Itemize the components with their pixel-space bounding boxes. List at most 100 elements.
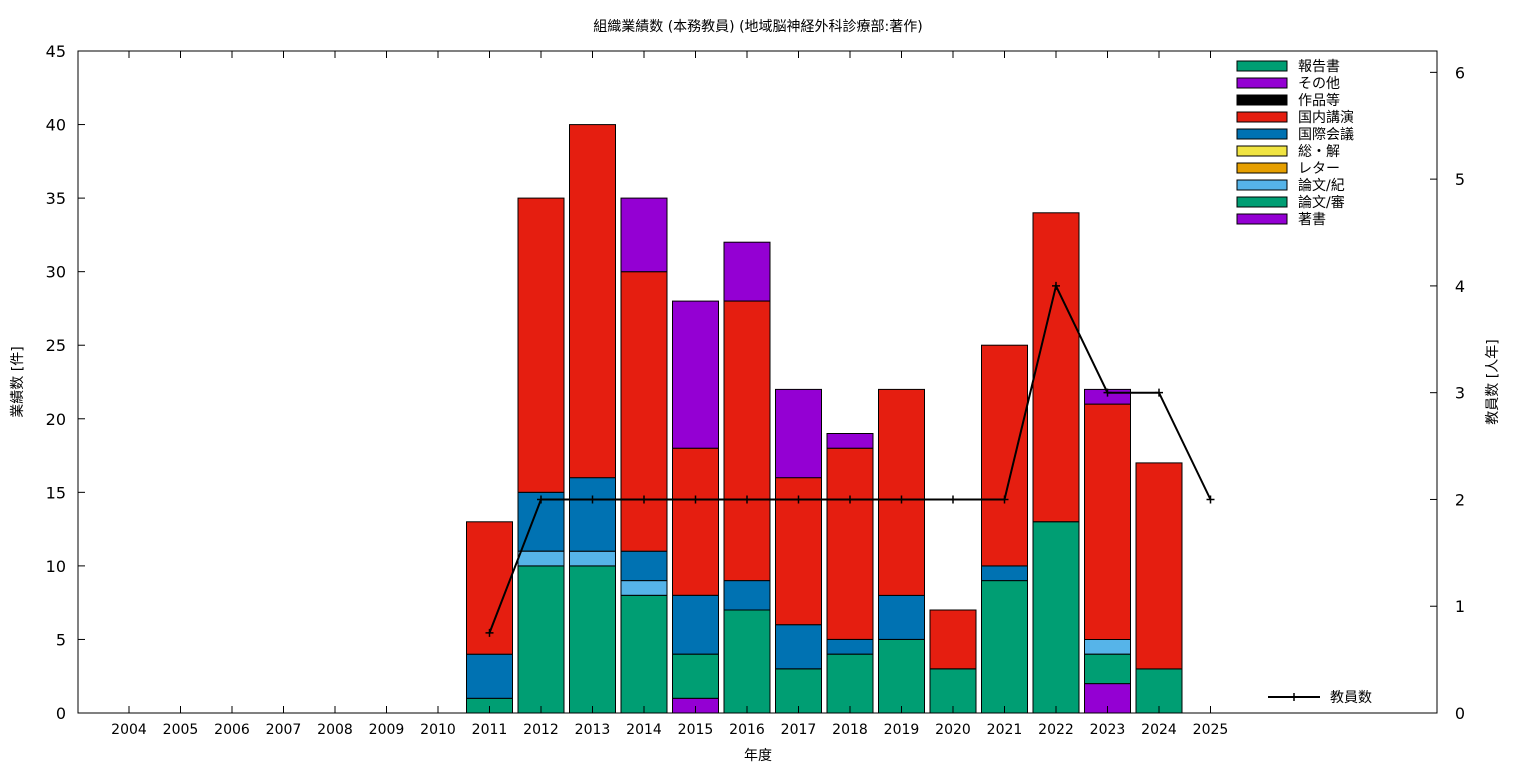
right-axis: 0 1 2 3 4 5 6 xyxy=(1430,63,1465,723)
legend-swatch xyxy=(1236,111,1288,123)
y-tick-label: 30 xyxy=(46,263,66,282)
legend-swatch xyxy=(1236,179,1288,191)
x-tick-label: 2021 xyxy=(987,722,1023,738)
chart-title: 組織業績数 (本務教員) (地域脳神経外科診療部:著作) xyxy=(593,18,922,35)
x-tick-label: 2008 xyxy=(317,722,353,738)
bar-segment xyxy=(672,653,719,699)
bar-segment xyxy=(878,638,925,714)
y-tick-label: 0 xyxy=(56,704,66,723)
y-tick-label: 15 xyxy=(46,483,66,502)
y-tick-label: 40 xyxy=(46,116,66,135)
y2-tick-label: 2 xyxy=(1455,490,1465,509)
bar-segment xyxy=(981,565,1028,582)
y2-tick-label: 4 xyxy=(1455,277,1465,296)
x-axis: 2004 2005 2006 2007 2008 2009 2010 2011 2012 2013… xyxy=(111,51,1228,738)
y-tick-label: 45 xyxy=(46,42,66,61)
legend-swatch xyxy=(1236,162,1288,174)
legend-swatch xyxy=(1236,213,1288,225)
legend-label: 報告書 xyxy=(1298,59,1340,75)
bar-segment xyxy=(620,271,668,552)
y-tick-label: 20 xyxy=(46,410,66,429)
bar-segment xyxy=(929,668,977,714)
x-tick-label: 2011 xyxy=(472,722,508,738)
bar-segment xyxy=(929,609,977,670)
x-tick-label: 2012 xyxy=(523,722,559,738)
bar-segment xyxy=(672,447,719,596)
line-point xyxy=(1052,281,1060,290)
x-tick-label: 2007 xyxy=(266,722,302,738)
bar-segment xyxy=(569,124,616,479)
y2-tick-label: 1 xyxy=(1455,597,1465,616)
x-tick-label: 2005 xyxy=(163,722,199,738)
x-tick-label: 2018 xyxy=(832,722,868,738)
legend-label: 国際会議 xyxy=(1298,126,1354,143)
line-point xyxy=(588,495,597,504)
y-tick-label: 25 xyxy=(46,336,66,355)
bar-segment xyxy=(569,477,616,552)
bar-segment xyxy=(1084,403,1131,640)
x-tick-label: 2017 xyxy=(781,722,817,738)
bar-segment xyxy=(826,653,874,714)
bar-segment xyxy=(775,624,822,670)
legend-label: レター xyxy=(1298,161,1340,177)
y2-tick-label: 0 xyxy=(1455,704,1465,723)
legend-swatch xyxy=(1236,196,1288,208)
bar-segment xyxy=(569,565,616,714)
x-tick-label: 2010 xyxy=(420,722,456,738)
line-point xyxy=(1155,388,1163,397)
x-tick-label: 2009 xyxy=(369,722,405,738)
x-tick-label: 2022 xyxy=(1038,722,1074,738)
line-layer xyxy=(485,281,1215,637)
y-tick-label: 5 xyxy=(56,630,66,649)
y2-tick-label: 5 xyxy=(1455,170,1465,189)
legend-swatch xyxy=(1236,128,1288,140)
legend-swatch xyxy=(1236,94,1288,106)
bar-segment xyxy=(723,241,771,302)
bar-segment xyxy=(981,344,1028,567)
bar-segment xyxy=(672,300,719,449)
legend-label: 国内講演 xyxy=(1298,110,1354,126)
line-point xyxy=(691,495,700,504)
bar-segment xyxy=(672,594,719,655)
legend-swatch xyxy=(1236,60,1288,72)
legend-label: 著書 xyxy=(1298,212,1326,228)
y2-axis-label: 教員数 [人年] xyxy=(1485,339,1501,424)
bar-segment xyxy=(466,653,513,699)
x-tick-label: 2013 xyxy=(575,722,611,738)
left-axis: 0 5 10 15 20 25 30 35 40 45 xyxy=(46,42,85,723)
x-tick-label: 2014 xyxy=(626,722,662,738)
bar-segment xyxy=(517,565,565,714)
bar-segment xyxy=(620,580,668,596)
bar-segment xyxy=(826,433,874,449)
x-tick-label: 2016 xyxy=(729,722,765,738)
legend-label: その他 xyxy=(1298,76,1340,92)
line-legend-label: 教員数 xyxy=(1330,690,1372,706)
line-point xyxy=(743,495,751,504)
x-tick-label: 2020 xyxy=(935,722,971,738)
legend-label: 論文/紀 xyxy=(1298,178,1345,194)
bar-segment xyxy=(723,580,771,611)
bar-segment xyxy=(1135,462,1183,670)
bar-segment xyxy=(723,300,771,582)
bar-segment xyxy=(826,638,874,655)
bar-segment xyxy=(775,388,822,479)
legend-label: 論文/審 xyxy=(1298,195,1345,211)
bar-segment xyxy=(1032,521,1080,714)
bar-segment xyxy=(620,197,668,273)
bar-segment xyxy=(620,550,668,582)
line-point xyxy=(485,628,494,637)
bars-layer xyxy=(466,124,1183,714)
bar-segment xyxy=(981,580,1028,714)
bar-segment xyxy=(620,594,668,714)
bar-segment xyxy=(878,594,925,640)
bar-segment xyxy=(1032,212,1080,523)
bar-segment xyxy=(826,447,874,640)
y-tick-label: 10 xyxy=(46,557,66,576)
x-tick-label: 2019 xyxy=(884,722,920,738)
legend-label: 作品等 xyxy=(1298,92,1340,109)
bar-segment xyxy=(723,609,771,714)
bar-segment xyxy=(569,550,616,567)
bar-segment xyxy=(878,388,925,596)
